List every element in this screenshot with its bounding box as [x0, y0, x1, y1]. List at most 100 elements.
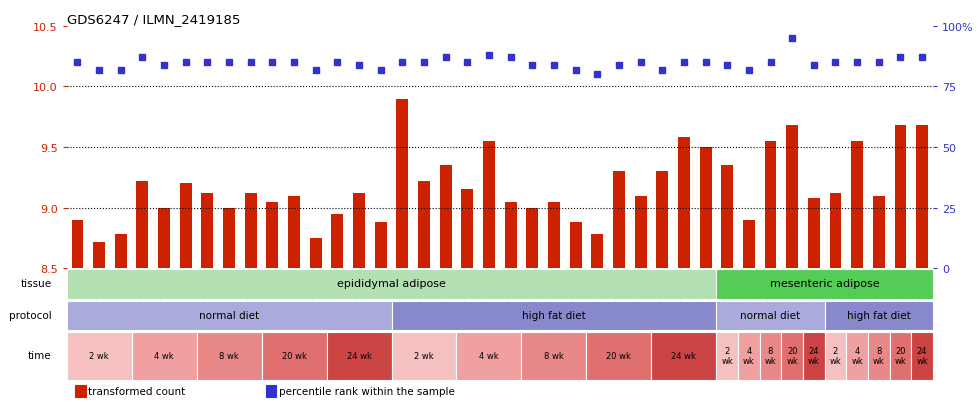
Text: GDS6247 / ILMN_2419185: GDS6247 / ILMN_2419185 [67, 13, 240, 26]
Bar [374, 223, 387, 268]
Text: 8 wk: 8 wk [544, 351, 564, 360]
Bar [158, 208, 171, 268]
Bar [890, 332, 911, 380]
Bar [586, 332, 652, 380]
Text: 20 wk: 20 wk [607, 351, 631, 360]
Bar [67, 301, 391, 331]
Bar [635, 196, 647, 268]
Text: 24 wk: 24 wk [671, 351, 697, 360]
Bar [916, 126, 928, 268]
Bar [93, 242, 105, 268]
Text: protocol: protocol [9, 311, 52, 320]
Bar [721, 166, 733, 268]
Bar [873, 196, 885, 268]
Bar [396, 100, 409, 268]
Text: epididymal adipose: epididymal adipose [337, 279, 446, 289]
Bar [526, 208, 538, 268]
Bar [548, 202, 560, 268]
Text: normal diet: normal diet [741, 311, 801, 320]
Bar [418, 182, 430, 268]
Text: 4
wk: 4 wk [743, 346, 755, 365]
Bar [786, 126, 798, 268]
Bar [825, 301, 933, 331]
Text: 20
wk: 20 wk [786, 346, 798, 365]
Text: 24
wk: 24 wk [916, 346, 928, 365]
Text: 24 wk: 24 wk [347, 351, 371, 360]
Bar [67, 332, 131, 380]
Bar [852, 142, 863, 268]
Bar [803, 332, 825, 380]
Bar [716, 301, 825, 331]
Text: mesenteric adipose: mesenteric adipose [770, 279, 879, 289]
Bar [700, 148, 711, 268]
Bar [781, 332, 803, 380]
Bar [521, 332, 586, 380]
Bar [462, 190, 473, 268]
Bar [911, 332, 933, 380]
Bar [505, 202, 516, 268]
Bar [440, 166, 452, 268]
Bar [569, 223, 581, 268]
Bar [223, 208, 235, 268]
Bar [743, 220, 755, 268]
Bar [202, 194, 214, 268]
Bar [895, 126, 906, 268]
Bar [657, 172, 668, 268]
Bar [245, 194, 257, 268]
Text: 20
wk: 20 wk [895, 346, 906, 365]
Text: 24
wk: 24 wk [808, 346, 819, 365]
Bar [652, 332, 716, 380]
Text: 2 wk: 2 wk [89, 351, 109, 360]
Bar [829, 194, 842, 268]
Bar [457, 332, 521, 380]
Text: high fat diet: high fat diet [522, 311, 586, 320]
Text: high fat diet: high fat diet [847, 311, 910, 320]
Text: 4 wk: 4 wk [154, 351, 173, 360]
Bar [67, 270, 716, 299]
Bar [353, 194, 365, 268]
Text: 4
wk: 4 wk [852, 346, 863, 365]
Bar [591, 235, 604, 268]
Text: normal diet: normal diet [199, 311, 259, 320]
Bar [716, 270, 933, 299]
Bar [197, 332, 262, 380]
Bar [136, 182, 148, 268]
Bar [266, 385, 276, 397]
Bar [131, 332, 197, 380]
Bar [868, 332, 890, 380]
Bar [847, 332, 868, 380]
Bar [716, 332, 738, 380]
Bar [612, 172, 625, 268]
Text: 8
wk: 8 wk [873, 346, 885, 365]
Bar [483, 142, 495, 268]
Text: 20 wk: 20 wk [281, 351, 307, 360]
Bar [179, 184, 192, 268]
Text: time: time [27, 350, 52, 361]
Text: percentile rank within the sample: percentile rank within the sample [279, 386, 455, 396]
Bar [825, 332, 847, 380]
Bar [75, 385, 85, 397]
Text: 8
wk: 8 wk [764, 346, 776, 365]
Bar [391, 332, 457, 380]
Bar [760, 332, 781, 380]
Bar [391, 301, 716, 331]
Text: tissue: tissue [21, 279, 52, 289]
Bar [115, 235, 126, 268]
Text: 2
wk: 2 wk [721, 346, 733, 365]
Bar [678, 138, 690, 268]
Bar [267, 202, 278, 268]
Bar [738, 332, 760, 380]
Bar [288, 196, 300, 268]
Bar [331, 214, 343, 268]
Text: 2 wk: 2 wk [415, 351, 434, 360]
Text: 2
wk: 2 wk [830, 346, 842, 365]
Bar [72, 220, 83, 268]
Text: 4 wk: 4 wk [479, 351, 499, 360]
Text: transformed count: transformed count [88, 386, 185, 396]
Text: 8 wk: 8 wk [220, 351, 239, 360]
Bar [764, 142, 776, 268]
Bar [326, 332, 392, 380]
Bar [262, 332, 326, 380]
Bar [808, 199, 820, 268]
Bar [310, 238, 321, 268]
